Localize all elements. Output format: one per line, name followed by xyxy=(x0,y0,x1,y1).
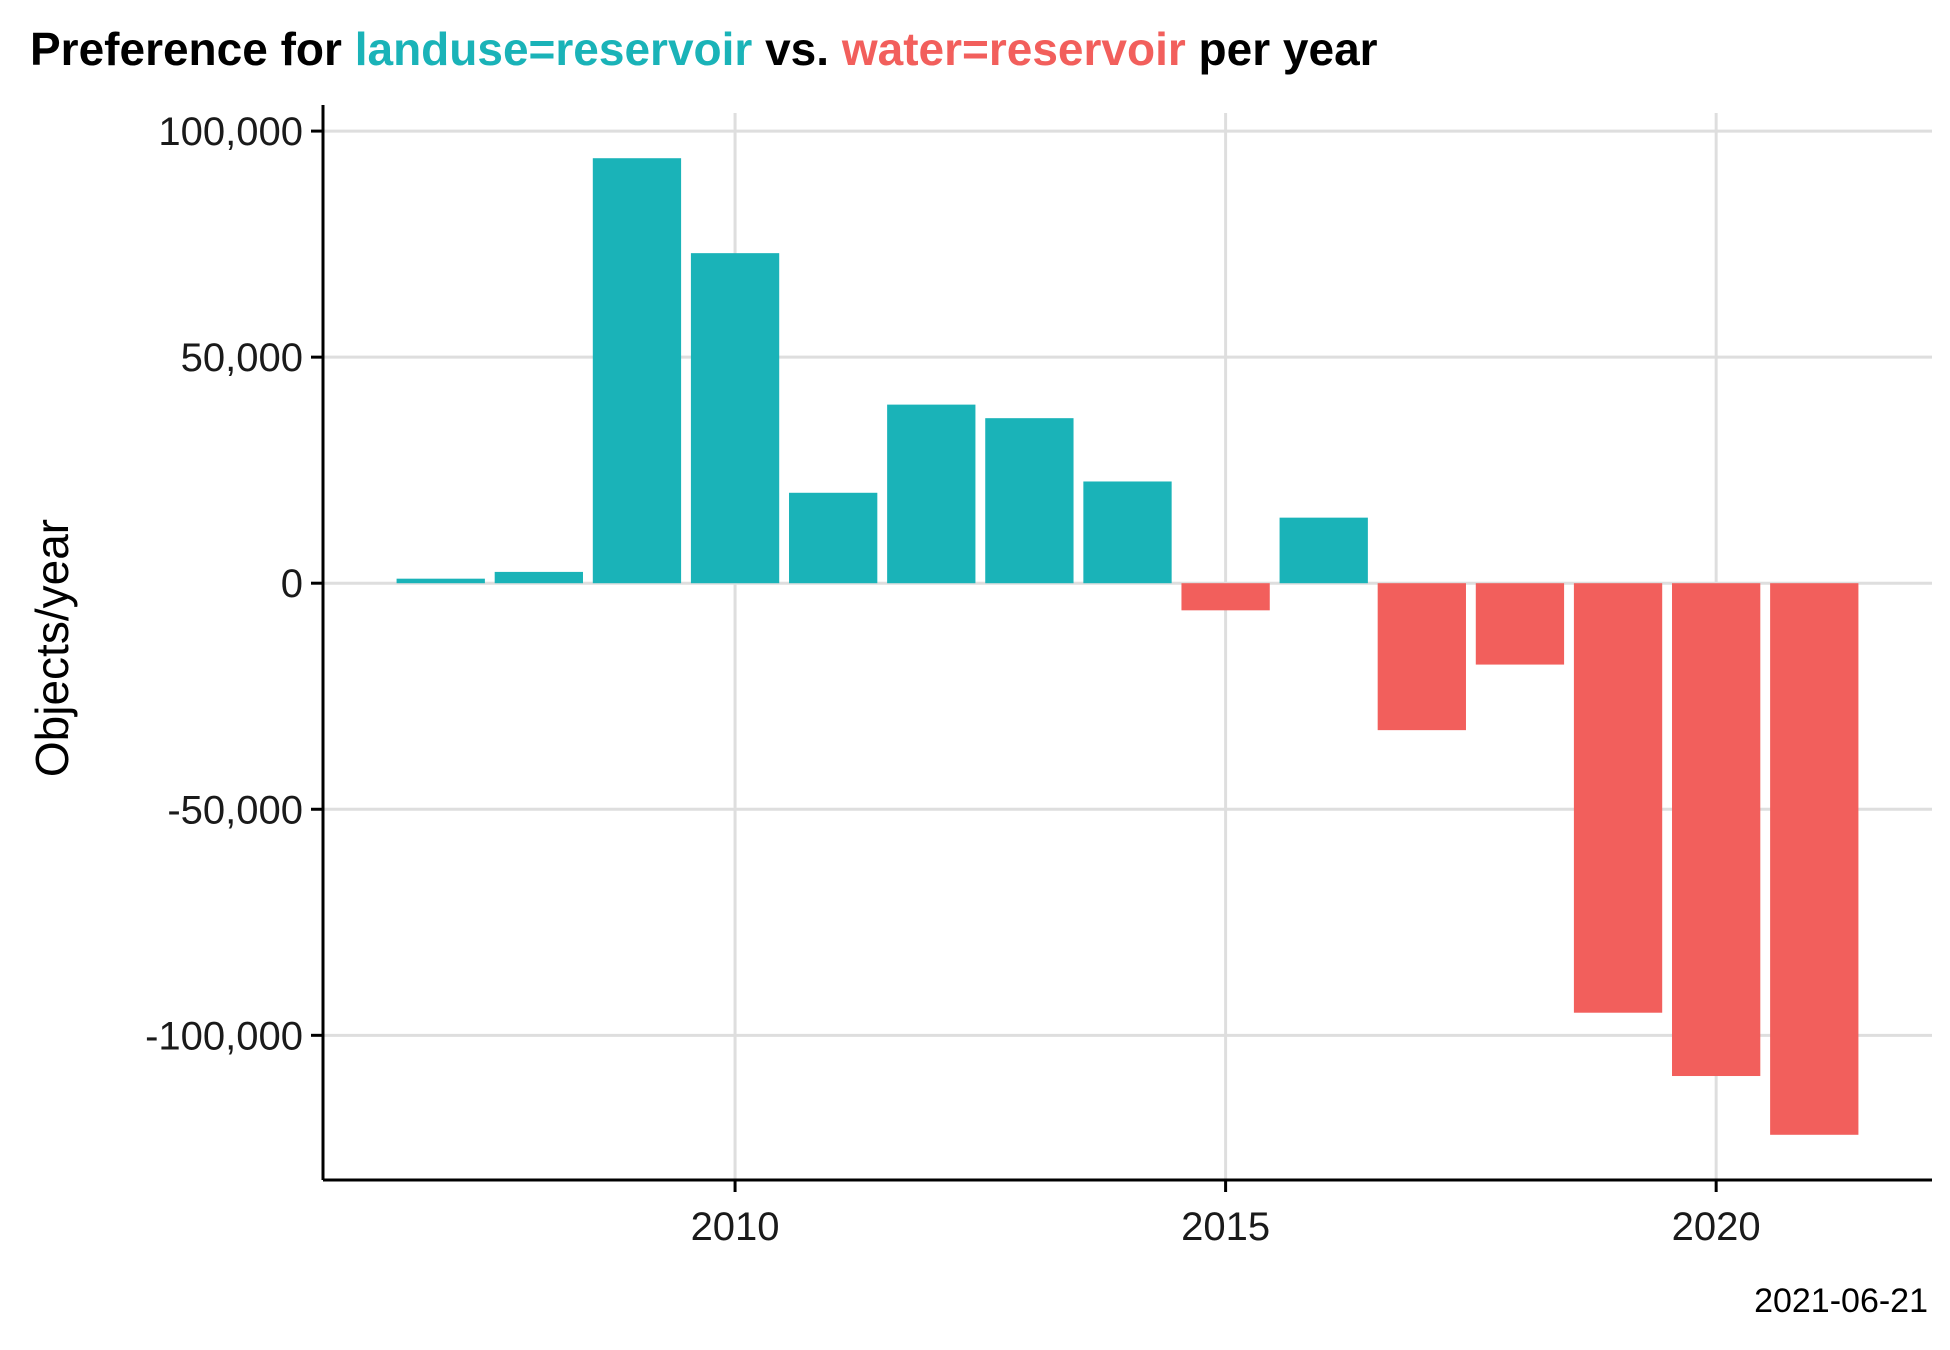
bars xyxy=(396,158,1859,1135)
x-tick-label: 2020 xyxy=(1672,1205,1761,1249)
date-caption: 2021-06-21 xyxy=(1754,1282,1928,1320)
x-tick-label: 2015 xyxy=(1181,1205,1270,1249)
bar-2011 xyxy=(789,492,878,584)
title-term-water: water=reservoir xyxy=(841,23,1186,75)
title-middle: vs. xyxy=(752,23,842,75)
bar-2010 xyxy=(690,253,780,584)
bar-2018 xyxy=(1475,583,1565,665)
bar-2009 xyxy=(592,158,682,584)
bar-2015 xyxy=(1181,583,1270,611)
y-tick-label: 100,000 xyxy=(158,110,303,154)
title-term-landuse: landuse=reservoir xyxy=(354,23,753,75)
y-tick-label: 50,000 xyxy=(181,336,303,380)
y-tick-label: -50,000 xyxy=(167,788,303,832)
bar-2012 xyxy=(887,404,976,584)
bar-2007 xyxy=(396,578,485,584)
title-prefix: Preference for xyxy=(30,23,355,75)
bar-2017 xyxy=(1377,583,1466,731)
bar-2013 xyxy=(985,418,1074,584)
y-axis-title: Objects/year xyxy=(26,519,78,777)
axes xyxy=(311,105,1932,1192)
x-tick-label: 2010 xyxy=(691,1205,780,1249)
bar-2019 xyxy=(1573,583,1663,1013)
bar-2021 xyxy=(1770,583,1859,1135)
bar-2014 xyxy=(1083,481,1172,584)
bar-2020 xyxy=(1672,583,1761,1077)
title-suffix: per year xyxy=(1185,23,1378,75)
bar-2016 xyxy=(1279,517,1368,584)
tick-labels: -100,000 -50,000 0 50,000 100,000 2010 2015 202… xyxy=(145,110,1761,1249)
y-tick-label: 0 xyxy=(281,562,303,606)
y-tick-label: -100,000 xyxy=(145,1014,303,1058)
chart-title: Preference for landuse=reservoir vs. wat… xyxy=(30,22,1378,76)
bar-2008 xyxy=(494,571,583,584)
